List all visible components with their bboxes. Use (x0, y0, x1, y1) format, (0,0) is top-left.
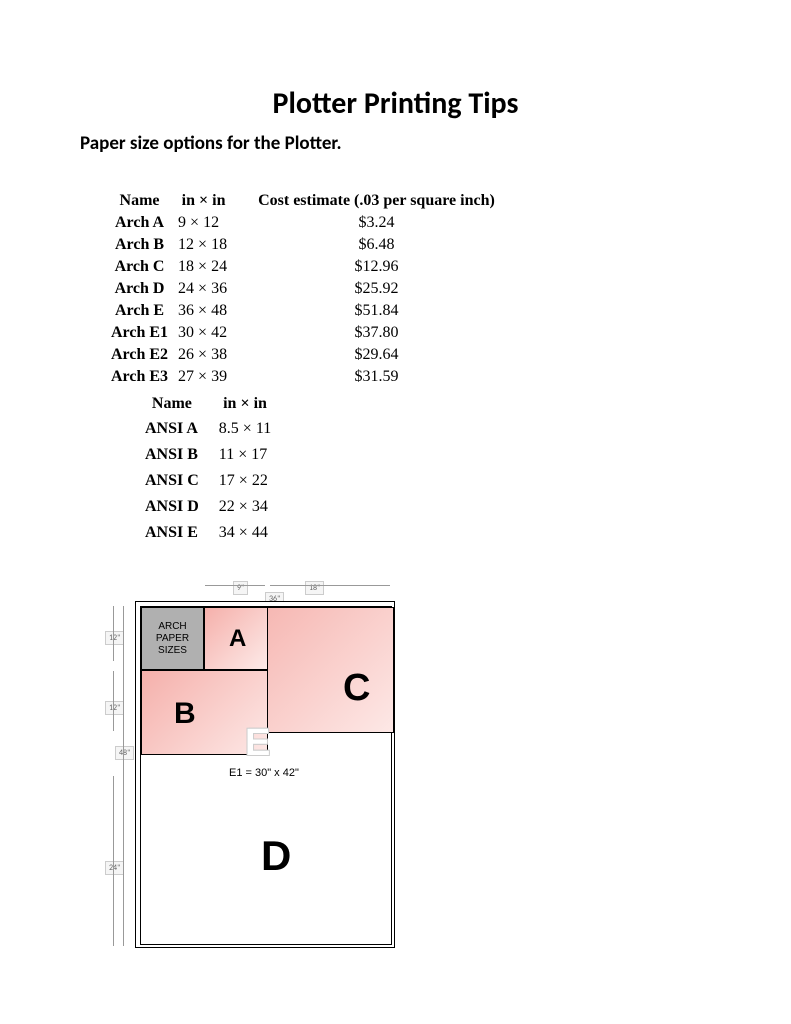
cell-name: Arch D (105, 278, 174, 300)
dim-line (123, 606, 124, 946)
cell-size: 17 × 22 (209, 468, 281, 494)
cell-name: Arch B (105, 234, 174, 256)
cell-cost: $25.92 (233, 278, 520, 300)
table-row: Arch A9 × 12$3.24 (105, 212, 520, 234)
cell-name: ANSI A (135, 416, 209, 442)
col-size: in × in (174, 190, 233, 212)
dim-12in-b: 12" (105, 701, 124, 715)
table-row: Arch B12 × 18$6.48 (105, 234, 520, 256)
cell-size: 27 × 39 (174, 366, 233, 388)
table-row: Arch C18 × 24$12.96 (105, 256, 520, 278)
cell-size: 18 × 24 (174, 256, 233, 278)
ansi-paper-table: Name in × in ANSI A8.5 × 11ANSI B11 × 17… (135, 392, 281, 546)
cell-cost: $31.59 (233, 366, 520, 388)
e1-note: E1 = 30" x 42" (229, 767, 299, 779)
cell-name: Arch C (105, 256, 174, 278)
dim-line (270, 585, 390, 586)
dim-48in: 48" (115, 746, 134, 760)
table-row: Arch E130 × 42$37.80 (105, 322, 520, 344)
dim-line (113, 671, 114, 731)
cell-size: 36 × 48 (174, 300, 233, 322)
cell-size: 8.5 × 11 (209, 416, 281, 442)
dim-9in: 9" (233, 581, 248, 595)
cell-size: 22 × 34 (209, 494, 281, 520)
cell-size: 11 × 17 (209, 442, 281, 468)
dim-24in: 24" (105, 861, 124, 875)
col-name: Name (135, 392, 209, 416)
col-name: Name (105, 190, 174, 212)
cell-name: Arch E (105, 300, 174, 322)
table-row: Arch D24 × 36$25.92 (105, 278, 520, 300)
cell-size: 34 × 44 (209, 520, 281, 546)
cell-name: Arch E3 (105, 366, 174, 388)
table-header-row: Name in × in (135, 392, 281, 416)
dim-line (113, 606, 114, 661)
arch-sizes-diagram: 9" 18" 36" 12" 12" 48" 24" ARCHPAPERSIZE… (105, 576, 405, 956)
cell-cost: $12.96 (233, 256, 520, 278)
table-row: ANSI E34 × 44 (135, 520, 281, 546)
cell-name: ANSI B (135, 442, 209, 468)
table-row: Arch E327 × 39$31.59 (105, 366, 520, 388)
table-row: Arch E36 × 48$51.84 (105, 300, 520, 322)
arch-paper-table: Name in × in Cost estimate (.03 per squa… (105, 190, 520, 388)
table-row: ANSI A8.5 × 11 (135, 416, 281, 442)
letter-d: D (261, 832, 291, 880)
table-row: Arch E226 × 38$29.64 (105, 344, 520, 366)
cell-name: Arch E2 (105, 344, 174, 366)
table-row: ANSI B11 × 17 (135, 442, 281, 468)
cell-size: 26 × 38 (174, 344, 233, 366)
cell-cost: $3.24 (233, 212, 520, 234)
dim-line (205, 585, 265, 586)
dim-line (113, 776, 114, 946)
gray-label-text: ARCHPAPERSIZES (156, 621, 189, 657)
box-gray-label: ARCHPAPERSIZES (141, 607, 204, 670)
cell-name: Arch A (105, 212, 174, 234)
letter-a: A (229, 625, 246, 653)
dim-18in: 18" (305, 581, 324, 595)
box-d: ARCHPAPERSIZES A B C D E E1 = 30" x 42" (140, 606, 392, 945)
letter-c: C (343, 667, 370, 710)
letter-e: E (245, 722, 270, 765)
dim-12in-a: 12" (105, 631, 124, 645)
col-cost: Cost estimate (.03 per square inch) (233, 190, 520, 212)
table-header-row: Name in × in Cost estimate (.03 per squa… (105, 190, 520, 212)
table-row: ANSI C17 × 22 (135, 468, 281, 494)
cell-name: Arch E1 (105, 322, 174, 344)
cell-cost: $51.84 (233, 300, 520, 322)
cell-cost: $29.64 (233, 344, 520, 366)
cell-cost: $37.80 (233, 322, 520, 344)
cell-name: ANSI E (135, 520, 209, 546)
page-title: Plotter Printing Tips (80, 85, 711, 122)
cell-name: ANSI C (135, 468, 209, 494)
letter-b: B (174, 697, 196, 731)
cell-size: 24 × 36 (174, 278, 233, 300)
cell-size: 30 × 42 (174, 322, 233, 344)
table-row: ANSI D22 × 34 (135, 494, 281, 520)
cell-cost: $6.48 (233, 234, 520, 256)
cell-name: ANSI D (135, 494, 209, 520)
page-subtitle: Paper size options for the Plotter. (80, 132, 711, 155)
cell-size: 9 × 12 (174, 212, 233, 234)
box-e-outer: ARCHPAPERSIZES A B C D E E1 = 30" x 42" (135, 601, 395, 948)
cell-size: 12 × 18 (174, 234, 233, 256)
col-size: in × in (209, 392, 281, 416)
